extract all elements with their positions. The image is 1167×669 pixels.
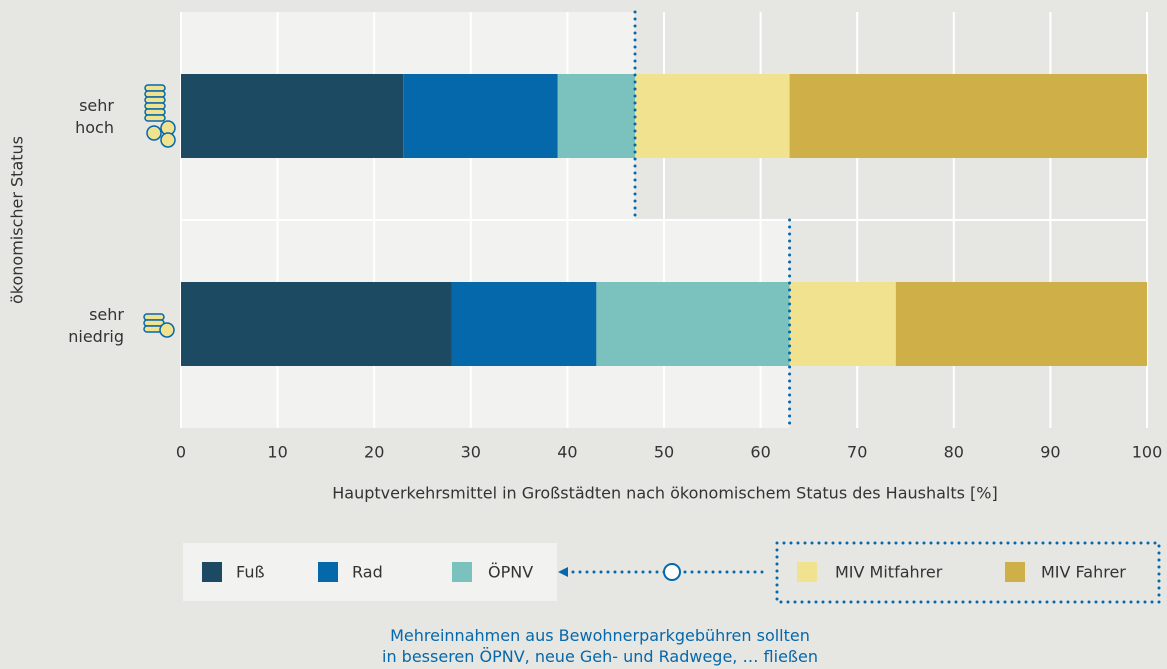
legend-label: Rad xyxy=(352,563,383,582)
bar-segment xyxy=(403,74,558,158)
legend-dotted-box xyxy=(775,541,1161,604)
caption: Mehreinnahmen aus Bewohnerparkgebühren s… xyxy=(380,625,820,667)
x-tick-label: 80 xyxy=(944,443,964,462)
legend-swatch xyxy=(452,562,472,582)
x-tick-label: 0 xyxy=(176,443,186,462)
bar-segment xyxy=(635,74,790,158)
x-tick-label: 50 xyxy=(654,443,674,462)
coin-stack-high xyxy=(144,84,176,148)
category-label: sehr hoch xyxy=(75,96,114,137)
bar-segment xyxy=(789,282,896,366)
bar-segment xyxy=(895,282,1147,366)
bar-segment xyxy=(557,74,636,158)
legend-label: MIV Fahrer xyxy=(1041,563,1126,582)
x-tick-label: 100 xyxy=(1132,443,1163,462)
legend-swatch xyxy=(318,562,338,582)
legend-label: MIV Mitfahrer xyxy=(835,563,943,582)
x-tick-label: 70 xyxy=(847,443,867,462)
x-tick-label: 40 xyxy=(557,443,577,462)
legend-swatch xyxy=(202,562,222,582)
legend-label: Fuß xyxy=(236,563,265,582)
y-axis-label: ökonomischer Status xyxy=(8,136,27,304)
x-tick-label: 10 xyxy=(267,443,287,462)
bar-segment xyxy=(181,282,452,366)
bar-segment xyxy=(181,74,404,158)
bar-segment xyxy=(596,282,790,366)
legend-label: ÖPNV xyxy=(488,563,533,582)
x-tick-label: 60 xyxy=(750,443,770,462)
bar-segment xyxy=(789,74,1147,158)
caption-line: in besseren ÖPNV, neue Geh- und Radwege,… xyxy=(382,647,818,666)
legend-panel xyxy=(183,543,557,601)
plot xyxy=(180,10,1148,430)
legend-swatch xyxy=(1005,562,1025,582)
euro-icon xyxy=(663,563,681,581)
bar-segment xyxy=(451,282,597,366)
coin-stack-low xyxy=(143,313,175,338)
arrow-head xyxy=(558,567,568,577)
category-label: sehr niedrig xyxy=(68,305,124,346)
x-tick-label: 30 xyxy=(461,443,481,462)
x-tick-label: 90 xyxy=(1040,443,1060,462)
x-axis-label: Hauptverkehrsmittel in Großstädten nach … xyxy=(332,484,998,503)
legend-swatch xyxy=(797,562,817,582)
x-tick-label: 20 xyxy=(364,443,384,462)
caption-line: Mehreinnahmen aus Bewohnerparkgebühren s… xyxy=(390,626,810,645)
